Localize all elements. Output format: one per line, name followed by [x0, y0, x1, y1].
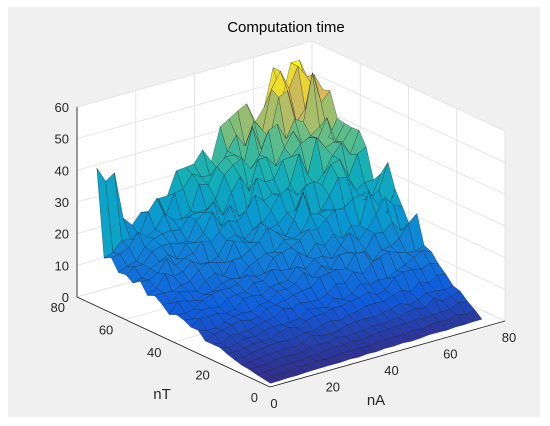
z-grid-line-back [76, 40, 313, 108]
y-tick-label: 40 [147, 345, 161, 360]
z-grid-line-side [311, 40, 506, 132]
z-tick-label: 20 [55, 227, 69, 242]
x-tick-label: 20 [326, 380, 340, 395]
surface [96, 60, 483, 384]
z-tick-label: 40 [55, 163, 69, 178]
z-tick-label: 60 [55, 100, 69, 115]
axis-line [76, 296, 271, 388]
x-tick-label: 80 [502, 330, 516, 345]
z-grid-line-side [311, 103, 506, 195]
y-tick-label: 20 [195, 368, 209, 383]
x-tick-label: 0 [270, 396, 277, 411]
z-tick-label: 50 [55, 132, 69, 147]
y-tick-label: 80 [51, 300, 65, 315]
z-grid-line-side [311, 72, 506, 164]
x-tick-label: 60 [443, 347, 457, 362]
y-axis-label: nT [153, 386, 171, 403]
surface-face [465, 309, 483, 322]
y-tick-label: 60 [99, 323, 113, 338]
z-tick-label: 30 [55, 195, 69, 210]
axis-line [269, 320, 506, 388]
x-axis-label: nA [367, 392, 385, 409]
z-tick-label: 0 [62, 290, 69, 305]
x-tick-label: 40 [384, 363, 398, 378]
figure-window: 0 10 20 30 40 50 60 0 20 40 60 80 0 20 40 60 80 Computat… [8, 7, 540, 417]
y-tick-label: 0 [251, 390, 258, 405]
z-tick-label: 10 [55, 258, 69, 273]
chart-title: Computation time [227, 19, 345, 36]
